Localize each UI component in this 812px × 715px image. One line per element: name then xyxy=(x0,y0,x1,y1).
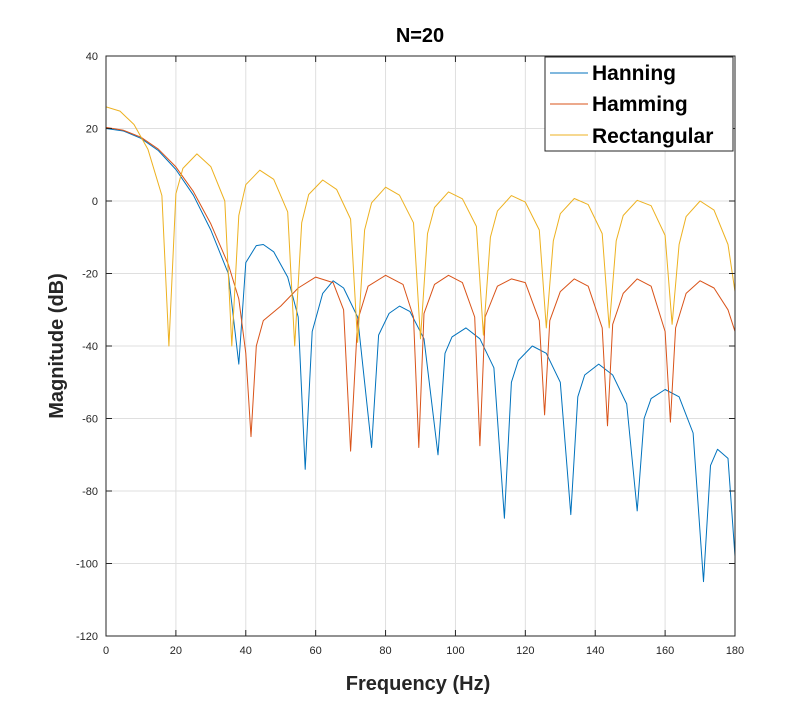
legend: Hanning Hamming Rectangular xyxy=(544,56,734,152)
y-axis-title: Magnitude (dB) xyxy=(46,273,68,419)
x-tick-label: 20 xyxy=(170,645,182,657)
y-tick-label: -60 xyxy=(82,414,98,426)
legend-label-hanning: Hanning xyxy=(592,62,676,85)
y-tick-label: -100 xyxy=(76,559,98,571)
x-axis-title: Frequency (Hz) xyxy=(346,673,490,695)
y-tick-label: -20 xyxy=(82,269,98,281)
x-tick-label: 120 xyxy=(516,645,534,657)
series-lines xyxy=(106,106,735,583)
x-tick-label: 180 xyxy=(726,645,744,657)
chart-title: N=20 xyxy=(396,25,444,47)
x-tick-label: 40 xyxy=(240,645,252,657)
x-tick-label: 0 xyxy=(103,645,109,657)
legend-label-rectangular: Rectangular xyxy=(592,125,713,148)
axis-ticks: 0 20 40 60 80 100 120 140 160 180 -120 -100 -80 -60 -4… xyxy=(76,51,744,657)
y-tick-label: -120 xyxy=(76,631,98,643)
y-tick-label: 20 xyxy=(86,124,98,136)
x-tick-label: 100 xyxy=(446,645,464,657)
series-line-hamming xyxy=(106,126,735,452)
series-line-rectangular xyxy=(106,106,735,347)
y-tick-label: 0 xyxy=(92,196,98,208)
x-tick-label: 140 xyxy=(586,645,604,657)
y-tick-label: 40 xyxy=(86,51,98,63)
series-line-hanning xyxy=(106,128,735,583)
y-tick-label: -40 xyxy=(82,341,98,353)
y-tick-label: -80 xyxy=(82,486,98,498)
x-tick-label: 60 xyxy=(310,645,322,657)
legend-label-hamming: Hamming xyxy=(592,93,688,116)
x-tick-label: 160 xyxy=(656,645,674,657)
x-tick-label: 80 xyxy=(379,645,391,657)
